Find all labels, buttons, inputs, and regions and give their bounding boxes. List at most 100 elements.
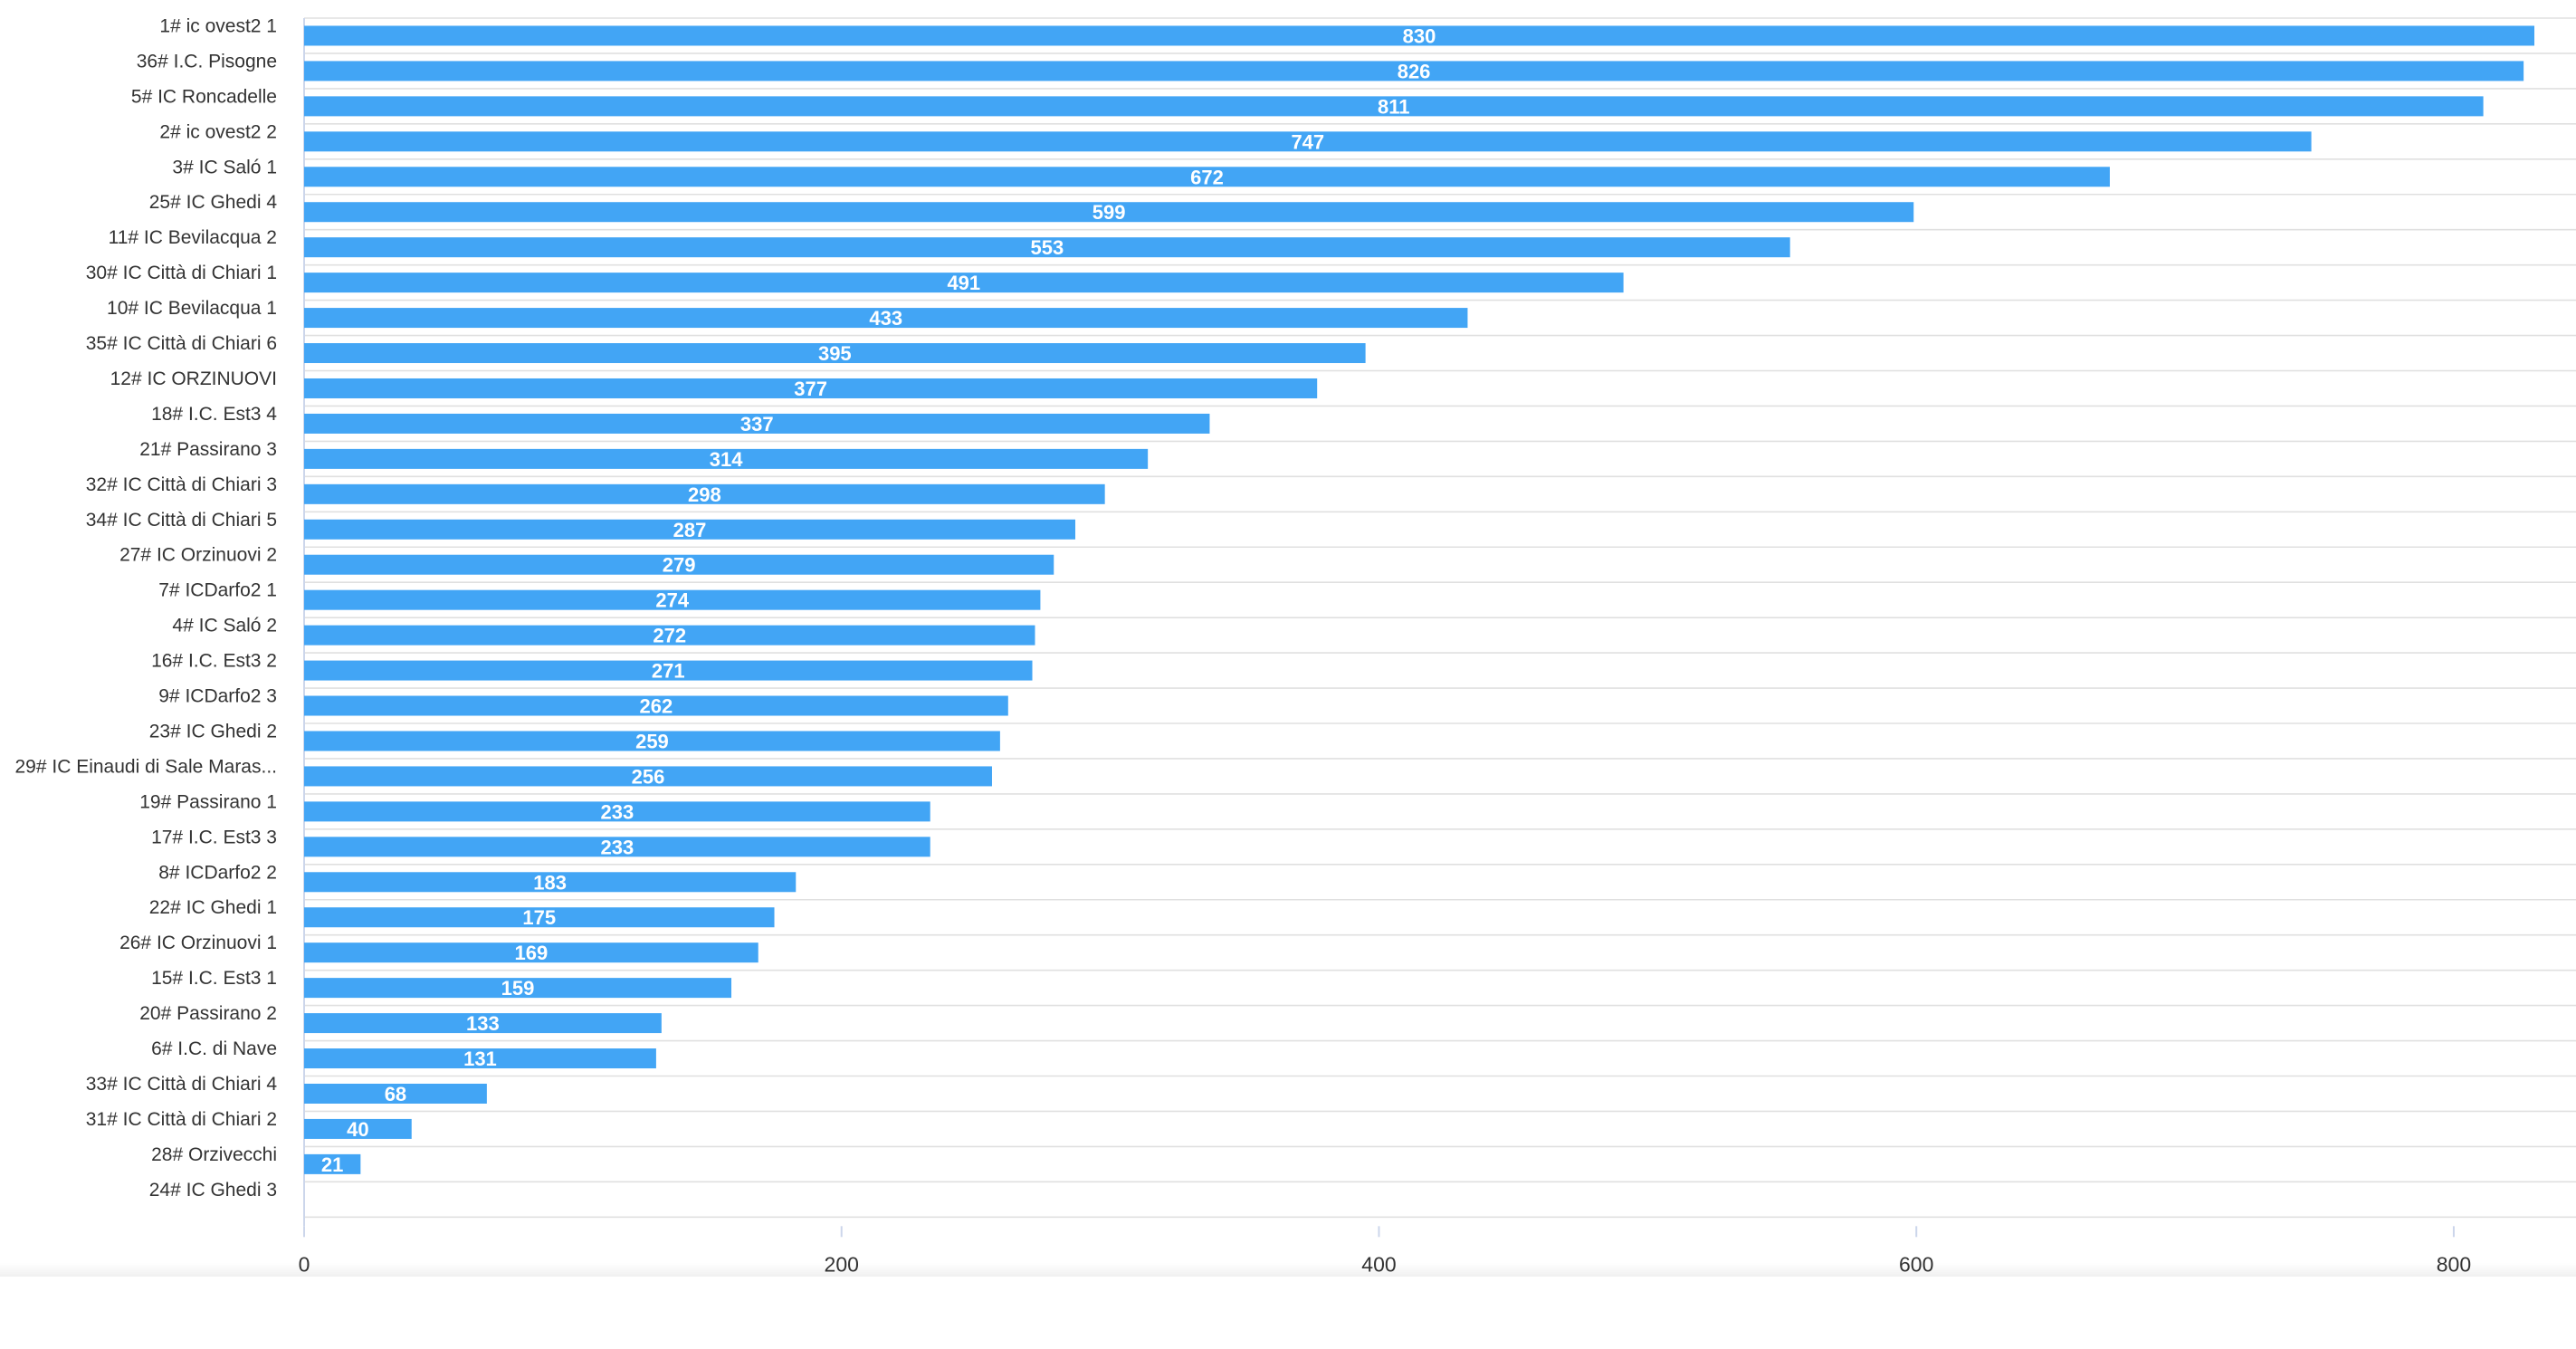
category-label: 19# Passirano 1 [139,791,277,812]
bar[interactable] [304,1013,662,1034]
data-label: 21 [321,1153,343,1176]
bar[interactable] [304,695,1008,716]
data-label: 298 [688,483,721,506]
bar[interactable] [304,413,1210,434]
category-label: 36# I.C. Pisogne [137,51,277,72]
gridlines [303,17,2576,1227]
data-label: 68 [385,1083,406,1105]
category-label: 20# Passirano 2 [139,1003,277,1024]
data-label: 159 [501,977,535,1000]
data-label: 747 [1291,130,1324,153]
category-label: 32# IC Città di Chiari 3 [86,474,277,495]
category-label: 24# IC Ghedi 3 [149,1180,277,1201]
category-label: 11# IC Bevilacqua 2 [109,227,277,248]
data-label: 337 [740,413,774,435]
x-tick-label: 800 [2437,1252,2471,1276]
data-label: 433 [869,307,902,330]
category-label: 7# ICDarfo2 1 [158,580,277,601]
data-label: 553 [1030,236,1064,259]
data-label: 279 [663,554,696,577]
category-label: 29# IC Einaudi di Sale Maras... [15,756,278,777]
data-label: 262 [640,695,673,718]
category-label: 35# IC Città di Chiari 6 [86,333,277,354]
bar[interactable] [304,96,2484,117]
bar[interactable] [304,1048,656,1069]
category-label: 34# IC Città di Chiari 5 [86,510,277,531]
bar[interactable] [304,554,1054,575]
x-axis: 0 200 400 600 800 [299,1226,2471,1276]
bar[interactable] [304,1153,361,1174]
data-label: 259 [635,730,669,752]
category-label: 31# IC Città di Chiari 2 [86,1109,277,1130]
category-label: 28# Orzivecchi [151,1144,277,1165]
category-label: 8# ICDarfo2 2 [158,862,277,883]
category-label: 9# ICDarfo2 3 [158,686,277,707]
bar[interactable] [304,1083,487,1104]
bar[interactable] [304,766,992,787]
category-label: 30# IC Città di Chiari 1 [86,263,277,283]
category-label: 15# I.C. Est3 1 [151,968,277,989]
data-label: 287 [673,519,707,541]
data-label: 395 [818,342,852,365]
data-label: 233 [600,800,634,823]
bar[interactable] [304,660,1033,681]
bar[interactable] [304,731,1000,751]
data-label: 314 [710,448,743,471]
bar[interactable] [304,907,775,928]
data-label: 183 [533,871,567,894]
bar[interactable] [304,167,2110,187]
data-label: 599 [1092,201,1126,224]
x-tick-label: 0 [299,1252,310,1276]
data-label: 274 [655,589,689,612]
bar[interactable] [304,202,1914,223]
data-label: 40 [347,1118,368,1141]
bar[interactable] [304,25,2534,46]
bar[interactable] [304,1118,412,1139]
category-label: 10# IC Bevilacqua 1 [107,298,277,319]
bars: 830 826 811 747 672 599 553 491 433 395 377 337 314 2… [304,24,2534,1176]
data-label: 826 [1398,60,1431,82]
bar[interactable] [304,131,2312,152]
bar[interactable] [304,483,1105,504]
category-label: 25# IC Ghedi 4 [149,192,278,213]
x-tick-label: 200 [825,1252,859,1276]
x-tick-label: 600 [1899,1252,1933,1276]
category-label: 18# I.C. Est3 4 [151,404,277,425]
category-label: 1# ic ovest2 1 [159,15,277,36]
data-label: 377 [794,378,827,400]
bar[interactable] [304,589,1041,610]
bar[interactable] [304,237,1790,258]
bar[interactable] [304,448,1149,469]
data-label: 169 [514,942,548,964]
bar[interactable] [304,978,732,999]
category-label: 12# IC ORZINUOVI [110,368,277,389]
data-label: 256 [632,765,665,788]
bar[interactable] [304,801,930,822]
category-label: 17# I.C. Est3 3 [151,827,277,847]
bar[interactable] [304,273,1624,293]
category-labels: 1# ic ovest2 1 36# I.C. Pisogne 5# IC Ronc… [15,15,278,1200]
bar[interactable] [304,519,1076,540]
data-label: 233 [600,836,634,858]
category-label: 16# I.C. Est3 2 [151,651,277,672]
category-label: 3# IC Saló 1 [172,157,277,177]
bar[interactable] [304,343,1366,364]
bar[interactable] [304,942,758,963]
category-label: 22# IC Ghedi 1 [149,897,277,918]
bar[interactable] [304,378,1318,398]
bar[interactable] [304,872,797,893]
bar[interactable] [304,625,1035,646]
data-label: 811 [1378,95,1410,118]
category-label: 2# ic ovest2 2 [159,121,277,142]
category-label: 21# Passirano 3 [139,439,277,460]
bar[interactable] [304,308,1468,329]
category-label: 4# IC Saló 2 [172,616,277,636]
data-label: 672 [1190,166,1224,188]
bar-chart: 830 826 811 747 672 599 553 491 433 395 377 337 314 2… [15,15,2576,1276]
category-label: 33# IC Città di Chiari 4 [86,1074,278,1095]
data-label: 133 [466,1012,500,1035]
category-label: 6# I.C. di Nave [151,1038,277,1059]
bar[interactable] [304,837,930,857]
bar[interactable] [304,61,2524,81]
data-label: 175 [522,906,556,929]
